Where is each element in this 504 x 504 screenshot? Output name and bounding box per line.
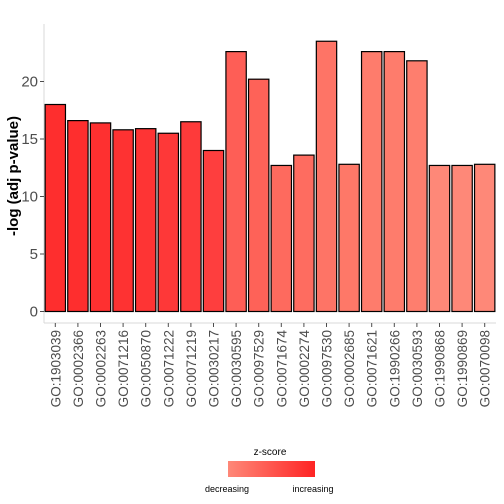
bar xyxy=(134,128,157,313)
bar xyxy=(383,50,406,313)
y-axis-title: -log (adj p-value) xyxy=(5,116,22,236)
x-tick-label: GO:0002263 xyxy=(94,330,109,407)
bar xyxy=(315,40,338,313)
bar xyxy=(451,164,473,313)
x-tick-label: GO:1990868 xyxy=(433,330,448,407)
x-tick-label: GO:1990266 xyxy=(387,330,402,407)
x-axis: GO:1903039 GO:0002366 GO:0002263 GO:0071216… xyxy=(44,322,496,408)
bar xyxy=(473,163,496,313)
x-tick-label: GO:1990869 xyxy=(455,330,470,407)
bar xyxy=(360,50,383,313)
y-tick-label: 5 xyxy=(30,246,38,263)
y-tick-label: 10 xyxy=(21,189,38,206)
x-tick-label: GO:0030217 xyxy=(207,330,222,407)
legend-colorbar xyxy=(228,461,315,477)
bar xyxy=(293,154,315,313)
y-tick-label: 15 xyxy=(21,131,38,148)
legend: z-score decreasing increasing xyxy=(205,447,334,494)
x-tick-label: GO:0071216 xyxy=(116,330,131,407)
x-tick-label: GO:0097529 xyxy=(252,330,267,407)
bar xyxy=(338,163,360,313)
bar xyxy=(112,129,134,313)
legend-high-label: increasing xyxy=(292,484,333,494)
x-tick-label: GO:0002366 xyxy=(71,330,86,407)
x-tick-label: GO:0030595 xyxy=(229,330,244,407)
bar xyxy=(202,149,225,313)
bar xyxy=(89,122,112,313)
bar xyxy=(270,164,293,313)
y-axis: 0 5 10 15 20 xyxy=(21,24,45,323)
bar xyxy=(247,78,270,313)
x-tick-label: GO:0071219 xyxy=(184,330,199,407)
bar xyxy=(67,119,89,313)
legend-low-label: decreasing xyxy=(205,484,249,494)
x-tick-label: GO:0070098 xyxy=(478,330,493,407)
x-tick-label: GO:0002274 xyxy=(297,330,312,408)
bar xyxy=(180,121,202,313)
bar xyxy=(428,164,451,313)
bar xyxy=(406,60,428,313)
bar xyxy=(157,132,180,313)
legend-title: z-score xyxy=(254,447,287,458)
x-tick-label: GO:0050870 xyxy=(139,330,154,407)
plot-panel xyxy=(44,40,496,313)
y-tick-label: 20 xyxy=(21,74,38,91)
y-tick-label: 0 xyxy=(30,304,38,321)
x-tick-label: GO:0071621 xyxy=(365,330,380,407)
x-tick-label: GO:0071674 xyxy=(274,330,289,408)
x-tick-label: GO:0071222 xyxy=(161,330,176,407)
bar xyxy=(44,103,67,313)
x-tick-label: GO:0030593 xyxy=(410,330,425,407)
x-tick-label: GO:0002685 xyxy=(342,330,357,407)
x-tick-label: GO:1903039 xyxy=(48,330,63,407)
bar xyxy=(225,50,247,313)
x-tick-label: GO:0097530 xyxy=(320,330,335,407)
